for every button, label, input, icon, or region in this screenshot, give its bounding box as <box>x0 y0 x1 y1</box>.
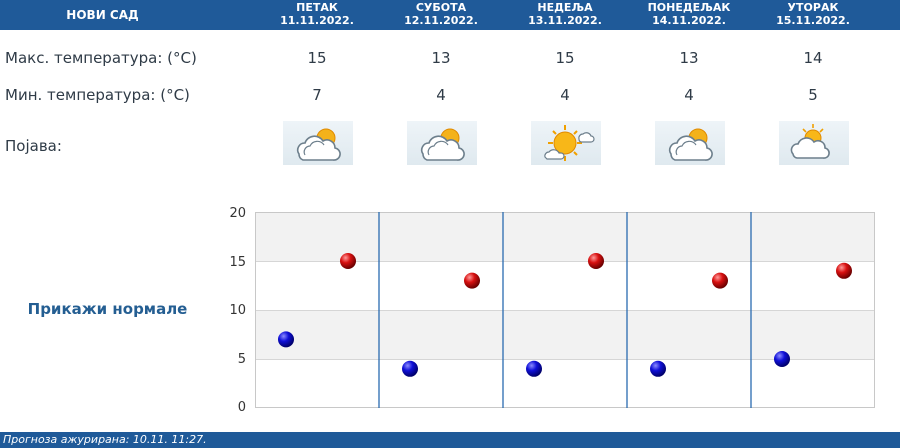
day-name: ПЕТАК <box>296 1 338 14</box>
day-date: 12.11.2022. <box>404 14 478 27</box>
partly-cloudy-icon <box>779 121 849 165</box>
max-temp-point <box>340 253 356 269</box>
y-tick-label: 20 <box>229 206 246 221</box>
max-temp-value: 15 <box>307 49 327 67</box>
cloudy-sun-icon <box>283 121 353 165</box>
y-tick-label: 0 <box>237 400 246 415</box>
day-name: ПОНЕДЕЉАК <box>647 1 731 14</box>
min-temp-value: 4 <box>560 86 570 104</box>
max-temp-value: 13 <box>431 49 451 67</box>
day-name: НЕДЕЉА <box>537 1 593 14</box>
min-temp-point <box>526 360 542 377</box>
temperature-chart <box>255 212 875 408</box>
day-date: 14.11.2022. <box>652 14 726 27</box>
header-bar: НОВИ САД ПЕТАК 11.11.2022. СУБОТА 12.11.… <box>0 0 900 30</box>
min-temp-point <box>278 331 294 348</box>
max-temp-value: 15 <box>555 49 575 67</box>
chart-frame <box>255 212 875 408</box>
min-temp-point <box>650 360 666 377</box>
y-tick-label: 15 <box>229 255 246 270</box>
day-date: 11.11.2022. <box>280 14 354 27</box>
max-temp-point <box>836 262 852 279</box>
day-name: СУБОТА <box>415 1 467 14</box>
min-temp-value: 7 <box>312 86 322 104</box>
day-header-4: ПОНЕДЕЉАК 14.11.2022. <box>627 1 751 31</box>
y-tick-label: 5 <box>237 352 246 367</box>
day-header-5: УТОРАК 15.11.2022. <box>751 1 875 31</box>
phenomenon-label: Појава: <box>5 137 62 155</box>
show-normals-link[interactable]: Прикажи нормале <box>27 300 188 318</box>
max-temp-point <box>464 272 480 289</box>
day-name: УТОРАК <box>787 1 839 14</box>
chart-band <box>255 310 875 359</box>
max-temp-value: 14 <box>803 49 823 67</box>
chart-band <box>255 212 875 261</box>
y-tick-label: 10 <box>229 303 246 318</box>
min-temp-point <box>774 351 790 367</box>
max-temp-point <box>588 253 604 269</box>
max-temp-point <box>712 272 728 289</box>
city-name: НОВИ САД <box>66 8 139 22</box>
chart-band <box>255 359 875 408</box>
min-temp-value: 5 <box>808 86 818 104</box>
max-temp-label: Макс. температура: (°C) <box>5 49 197 67</box>
cloudy-sun-icon <box>407 121 477 165</box>
max-temp-value: 13 <box>679 49 699 67</box>
sunny-cloud-icon <box>531 121 601 165</box>
min-temp-point <box>402 360 418 377</box>
day-header-3: НЕДЕЉА 13.11.2022. <box>503 1 627 31</box>
min-temp-label: Мин. температура: (°C) <box>5 86 190 104</box>
min-temp-value: 4 <box>436 86 446 104</box>
day-header-2: СУБОТА 12.11.2022. <box>379 1 503 31</box>
chart-band <box>255 261 875 310</box>
day-header-1: ПЕТАК 11.11.2022. <box>255 1 379 31</box>
cloudy-sun-icon <box>655 121 725 165</box>
forecast-updated-footer: Прогноза ажурирана: 10.11. 11:27. <box>0 432 900 448</box>
day-date: 13.11.2022. <box>528 14 602 27</box>
day-date: 15.11.2022. <box>776 14 850 27</box>
min-temp-value: 4 <box>684 86 694 104</box>
